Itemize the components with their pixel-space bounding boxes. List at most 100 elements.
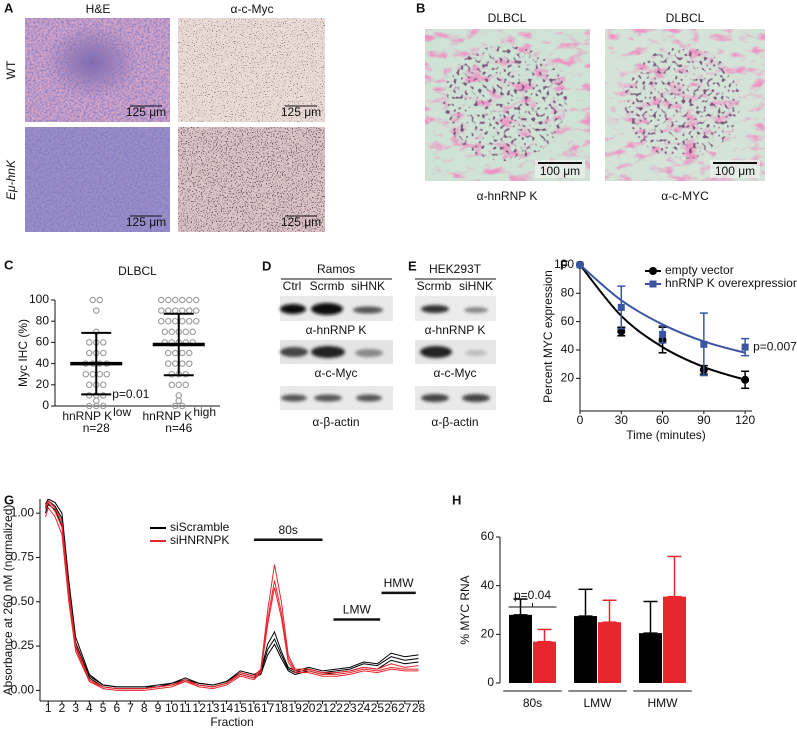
micrograph: 125 μm bbox=[25, 127, 170, 232]
data-point bbox=[179, 307, 186, 314]
x-tick-label: 26 bbox=[384, 701, 398, 715]
nuclei bbox=[443, 45, 567, 161]
y-tick-label: 80 bbox=[36, 313, 50, 327]
scale-bar-bg bbox=[710, 160, 760, 178]
x-tick-label: hnRNP K bbox=[62, 409, 112, 423]
panel-letter: C bbox=[4, 257, 14, 272]
legend-marker bbox=[649, 267, 657, 275]
y-tick-label: 80 bbox=[561, 285, 575, 299]
x-tick-label: 10 bbox=[165, 701, 179, 715]
band bbox=[311, 346, 345, 358]
band bbox=[314, 394, 342, 402]
data-point bbox=[186, 349, 193, 357]
data-point bbox=[182, 328, 190, 336]
trace bbox=[45, 503, 419, 690]
legend-marker bbox=[649, 280, 657, 288]
data-point bbox=[182, 381, 190, 389]
band bbox=[462, 394, 490, 402]
data-point bbox=[103, 370, 111, 378]
data-point bbox=[158, 296, 165, 304]
data-point bbox=[179, 317, 186, 325]
micrograph: 100 μm bbox=[425, 29, 590, 181]
panel-letter: E bbox=[408, 258, 417, 273]
lane-label: Scrmb bbox=[417, 279, 452, 293]
panel-letter: G bbox=[4, 492, 14, 507]
row-label: Eμ-hnK bbox=[4, 159, 18, 200]
panel-title: DLBCL bbox=[488, 11, 527, 25]
chart-title: DLBCL bbox=[118, 264, 157, 278]
blot bbox=[415, 386, 496, 410]
x-tick-label: 120 bbox=[735, 413, 755, 427]
data-point bbox=[175, 392, 183, 399]
x-tick-label: 16 bbox=[247, 701, 261, 715]
texture bbox=[25, 18, 170, 122]
data-point bbox=[182, 370, 190, 378]
bar bbox=[533, 641, 556, 683]
data-point bbox=[165, 349, 172, 357]
x-tick-label: 12 bbox=[192, 701, 206, 715]
data-point bbox=[86, 339, 93, 346]
blot bbox=[280, 340, 393, 364]
x-tick-label: 28 bbox=[412, 701, 426, 715]
x-tick-label: 30 bbox=[615, 413, 629, 427]
cell-line: HEK293T bbox=[429, 262, 482, 276]
micrograph: 125 μm bbox=[178, 127, 325, 232]
band bbox=[280, 347, 308, 357]
band bbox=[356, 394, 382, 402]
annotation: p=0.04 bbox=[514, 588, 551, 602]
data-point bbox=[100, 402, 107, 410]
data-point bbox=[193, 296, 200, 304]
x-axis-label: Fraction bbox=[210, 715, 253, 729]
y-tick-label: 0.50 bbox=[11, 594, 35, 608]
scale-bar-bg bbox=[535, 160, 585, 178]
x-tick-label: 6 bbox=[113, 701, 120, 715]
data-point bbox=[576, 261, 584, 269]
data-point bbox=[158, 317, 165, 325]
x-tick-label: 27 bbox=[398, 701, 412, 715]
data-point bbox=[100, 392, 107, 399]
data-point bbox=[93, 397, 100, 404]
micrograph: 100 μm bbox=[605, 29, 765, 181]
y-tick-label: 0.00 bbox=[11, 683, 35, 697]
micrograph: 125 μm bbox=[178, 18, 325, 122]
x-tick-label: 15 bbox=[234, 701, 248, 715]
scale-bar-label: 125 μm bbox=[281, 215, 321, 229]
data-point bbox=[175, 381, 183, 389]
x-tick-label: 21 bbox=[316, 701, 330, 715]
data-point bbox=[158, 307, 165, 314]
scale-bar-label: 125 μm bbox=[126, 215, 166, 229]
data-point bbox=[186, 317, 193, 325]
bar bbox=[663, 596, 686, 683]
x-tick-label: 13 bbox=[206, 701, 220, 715]
y-axis-label: Percent MYC expression bbox=[541, 270, 555, 403]
x-tick-label: 24 bbox=[357, 701, 371, 715]
y-tick-label: 0.25 bbox=[11, 638, 35, 652]
y-tick-label: 20 bbox=[561, 371, 575, 385]
y-tick-label: 100 bbox=[554, 257, 574, 271]
legend-label: hnRNP K overexpression bbox=[665, 276, 797, 290]
x-tick-label: hnRNP K bbox=[143, 409, 193, 423]
band bbox=[465, 350, 487, 356]
caption: α-c-MYC bbox=[661, 189, 709, 203]
x-tick-label: 0 bbox=[577, 413, 584, 427]
data-point bbox=[168, 370, 176, 378]
panel-letter: F bbox=[560, 257, 568, 272]
scale-bar-label: 100 μm bbox=[715, 164, 755, 178]
data-point bbox=[172, 349, 179, 357]
data-point bbox=[186, 307, 193, 314]
bar bbox=[574, 616, 597, 683]
x-tick-label: LMW bbox=[584, 696, 613, 710]
data-point bbox=[186, 360, 193, 367]
blot-label: α-β-actin bbox=[431, 415, 478, 429]
data-point bbox=[741, 375, 750, 384]
x-tick-note: n=28 bbox=[83, 421, 110, 435]
data-point bbox=[168, 328, 176, 336]
data-point bbox=[161, 328, 169, 336]
data-point bbox=[179, 402, 186, 410]
lane-label: siHNK bbox=[351, 279, 385, 293]
y-tick-label: 40 bbox=[36, 356, 50, 370]
y-tick-label: 0 bbox=[487, 675, 494, 689]
x-tick-label: 3 bbox=[72, 701, 79, 715]
legend-label: siScramble bbox=[170, 520, 230, 534]
lane-label: Ctrl bbox=[283, 279, 302, 293]
